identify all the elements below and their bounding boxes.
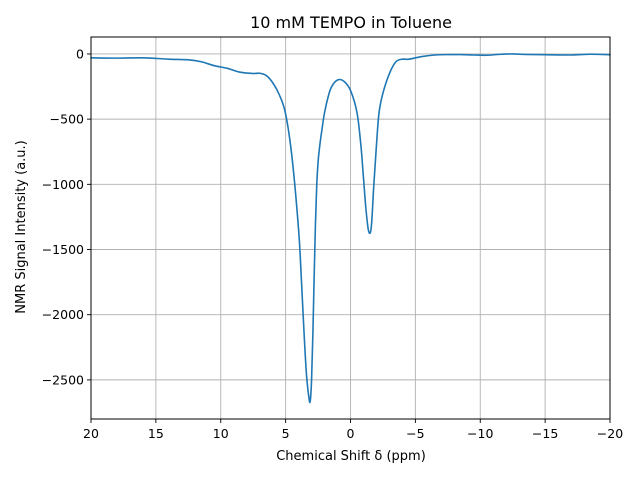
- y-tick-label: −2500: [42, 372, 84, 387]
- nmr-spectrum-line: [90, 53, 611, 404]
- y-tick-label: −1500: [42, 242, 84, 257]
- y-tick-label: −1000: [42, 177, 84, 192]
- x-tick-label: 0: [347, 426, 355, 441]
- x-tick-label: −5: [406, 426, 424, 441]
- y-axis: 0 −500 −1000 −1500 −2000 −2500: [42, 46, 91, 387]
- x-tick-label: −10: [467, 426, 493, 441]
- x-tick-label: 20: [83, 426, 99, 441]
- y-tick-label: −2000: [42, 307, 84, 322]
- y-tick-label: 0: [76, 46, 84, 61]
- x-axis: 20 15 10 5 0 −5 −10 −15 −20: [83, 419, 623, 441]
- x-tick-label: 15: [148, 426, 164, 441]
- x-axis-label: Chemical Shift δ (ppm): [276, 449, 426, 464]
- chart-title: 10 mM TEMPO in Toluene: [250, 13, 452, 32]
- y-tick-label: −500: [50, 112, 84, 127]
- x-tick-label: 5: [282, 426, 290, 441]
- grid: [90, 37, 611, 419]
- x-tick-label: 10: [213, 426, 229, 441]
- y-axis-label: NMR Signal Intensity (a.u.): [14, 140, 29, 314]
- series-layer: [90, 53, 611, 404]
- x-tick-label: −20: [597, 426, 623, 441]
- x-tick-label: −15: [532, 426, 558, 441]
